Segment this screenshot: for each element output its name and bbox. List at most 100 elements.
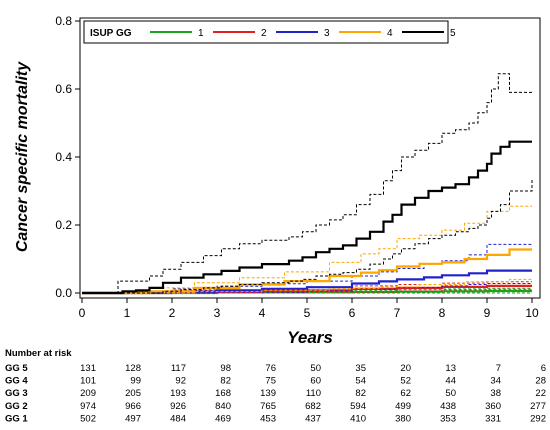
risk-cell: 50 (310, 363, 321, 374)
series-gg-5-line (82, 140, 532, 295)
legend-title: ISUP GG (90, 28, 132, 39)
risk-cell: 380 (395, 413, 411, 424)
series-gg-5-ci-lower (82, 179, 533, 294)
risk-cell: 437 (305, 413, 321, 424)
risk-cell: 7 (496, 363, 501, 374)
risk-cell: 469 (215, 413, 231, 424)
legend-items: 1 2 3 4 5 (150, 28, 456, 39)
risk-cell: 99 (130, 376, 141, 387)
risk-cell: 682 (305, 401, 321, 412)
y-tick-label: 0.2 (55, 218, 72, 232)
risk-cell: 277 (530, 401, 546, 412)
risk-cell: 62 (400, 388, 411, 399)
risk-rows: GG 5 131 128 117 98 76 50 35 20 13 7 6GG 4 101 99 92 82… (5, 363, 546, 424)
x-tick-label: 1 (124, 306, 131, 320)
risk-cell: 292 (530, 413, 546, 424)
risk-cell: 209 (80, 388, 96, 399)
risk-cell: 353 (440, 413, 456, 424)
risk-cell: 484 (170, 413, 186, 424)
risk-cell: 453 (260, 413, 276, 424)
risk-cell: 497 (125, 413, 141, 424)
series-gg-4-ci-lower (82, 278, 532, 294)
legend-label-gg-3: 3 (324, 28, 330, 39)
legend-label-gg-4: 4 (387, 28, 393, 39)
risk-cell: 82 (355, 388, 366, 399)
x-tick-label: 0 (79, 306, 86, 320)
x-axis-title: Years (287, 328, 333, 347)
legend-label-gg-1: 1 (198, 28, 204, 39)
legend-label-gg-2: 2 (261, 28, 267, 39)
y-tick-label: 0.6 (55, 82, 72, 96)
risk-cell: 34 (490, 376, 501, 387)
risk-cell: 117 (171, 363, 186, 374)
risk-row-label: GG 1 (5, 413, 28, 424)
risk-cell: 82 (220, 376, 231, 387)
risk-cell: 128 (125, 363, 141, 374)
risk-cell: 410 (350, 413, 366, 424)
risk-cell: 98 (220, 363, 231, 374)
risk-cell: 840 (215, 401, 231, 412)
x-axis-ticks: 0 1 2 3 4 5 6 7 8 9 10 (79, 298, 539, 320)
legend-box (83, 20, 449, 44)
y-tick-label: 0.8 (55, 14, 72, 28)
risk-cell: 205 (125, 388, 141, 399)
series-gg-5 (82, 73, 533, 295)
x-tick-label: 5 (304, 306, 311, 320)
risk-cell: 101 (80, 376, 96, 387)
risk-cell: 594 (350, 401, 366, 412)
legend-label-gg-5: 5 (450, 28, 456, 39)
risk-cell: 75 (265, 376, 276, 387)
risk-cell: 76 (265, 363, 276, 374)
series-gg-4-ci-upper (82, 205, 532, 294)
risk-row-label: GG 4 (5, 376, 28, 387)
x-tick-label: 6 (349, 306, 356, 320)
risk-cell: 54 (355, 376, 366, 387)
risk-cell: 438 (440, 401, 456, 412)
series-gg-3-ci-upper (82, 243, 532, 294)
y-axis-title: Cancer specific mortality (14, 61, 31, 252)
plot-area (79, 17, 541, 299)
risk-cell: 52 (400, 376, 411, 387)
x-tick-label: 3 (214, 306, 221, 320)
risk-row-label: GG 3 (5, 388, 28, 399)
x-tick-label: 8 (439, 306, 446, 320)
risk-cell: 331 (485, 413, 501, 424)
legend: ISUP GG 1 2 3 4 5 (83, 20, 456, 44)
risk-cell: 13 (445, 363, 456, 374)
y-tick-label: 0.4 (55, 150, 72, 164)
y-axis-ticks: 0.0 0.2 0.4 0.6 0.8 (55, 14, 80, 300)
risk-cell: 168 (215, 388, 231, 399)
risk-table: Number at risk GG 5 131 128 117 98 76 50 35 20 13… (5, 348, 546, 424)
risk-cell: 92 (175, 376, 186, 387)
risk-cell: 193 (170, 388, 186, 399)
series-layer (82, 73, 533, 295)
risk-cell: 44 (445, 376, 456, 387)
risk-row-label: GG 5 (5, 363, 28, 374)
risk-cell: 50 (445, 388, 456, 399)
risk-table-title: Number at risk (5, 348, 72, 359)
risk-cell: 35 (355, 363, 366, 374)
risk-cell: 502 (80, 413, 96, 424)
x-tick-label: 2 (169, 306, 176, 320)
risk-cell: 28 (535, 376, 546, 387)
risk-cell: 131 (80, 363, 96, 374)
y-tick-label: 0.0 (55, 286, 72, 300)
x-tick-label: 4 (259, 306, 266, 320)
risk-cell: 20 (400, 363, 411, 374)
x-tick-label: 7 (394, 306, 401, 320)
series-gg-5-ci-upper (82, 73, 532, 294)
risk-cell: 765 (260, 401, 276, 412)
risk-cell: 6 (541, 363, 546, 374)
series-gg-3-ci-lower (82, 283, 532, 294)
risk-cell: 974 (80, 401, 96, 412)
risk-row-label: GG 2 (5, 401, 28, 412)
risk-cell: 110 (306, 388, 321, 399)
risk-cell: 60 (310, 376, 321, 387)
risk-cell: 38 (490, 388, 501, 399)
risk-cell: 499 (395, 401, 411, 412)
risk-cell: 139 (260, 388, 276, 399)
risk-cell: 966 (125, 401, 141, 412)
x-tick-label: 10 (525, 306, 539, 320)
risk-cell: 926 (170, 401, 186, 412)
